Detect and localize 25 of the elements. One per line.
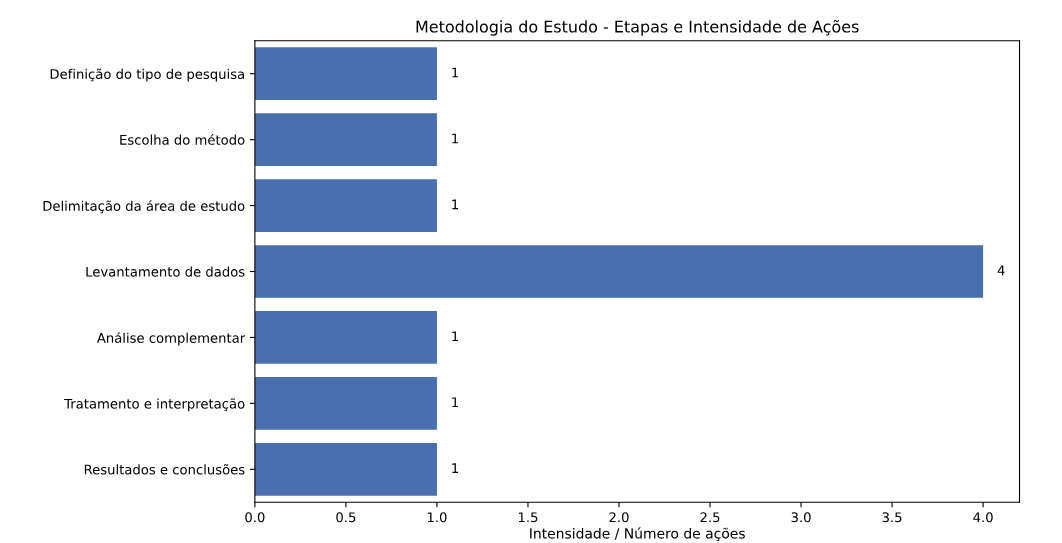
- data-label: 4: [997, 265, 1005, 276]
- data-label: 1: [452, 67, 458, 78]
- x-axis-title: Intensidade / Número de ações: [530, 527, 745, 542]
- y-tick-label: Levantamento de dados: [86, 266, 245, 277]
- data-label: 1: [452, 133, 458, 144]
- x-tick-label: 1.5: [518, 512, 538, 523]
- y-tick-label: Resultados e conclusões: [84, 464, 245, 475]
- x-tick-label: 0.0: [245, 512, 265, 523]
- x-tick-label: 1.0: [427, 512, 447, 523]
- data-label: 1: [452, 199, 458, 210]
- x-tick-label: 4.0: [973, 512, 993, 523]
- data-label: 1: [452, 463, 458, 473]
- x-tick-label: 2.0: [609, 512, 629, 523]
- data-label: 1: [452, 397, 458, 408]
- x-tick-label: 3.5: [882, 512, 902, 523]
- x-tick-label: 3.0: [791, 512, 811, 523]
- chart-title: Metodologia do Estudo - Etapas e Intensidade de Ações: [416, 19, 859, 36]
- x-tick-label: 2.5: [700, 512, 720, 523]
- y-tick-label: Escolha do método: [120, 134, 245, 145]
- x-tick-label: 0.5: [336, 512, 356, 523]
- data-label: 1: [452, 331, 458, 342]
- y-tick-label: Análise complementar: [96, 332, 246, 346]
- y-tick-label: Delimitação da área de estudo: [43, 200, 245, 214]
- y-tick-label: Tratamento e interpretação: [64, 398, 245, 412]
- y-tick-label: Definição do tipo de pesquisa: [50, 68, 244, 82]
